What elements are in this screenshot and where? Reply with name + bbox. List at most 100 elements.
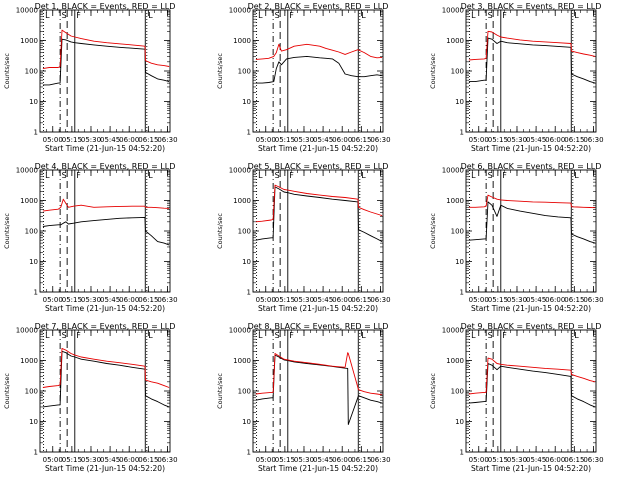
marker-label: S xyxy=(488,331,493,340)
marker-label: L xyxy=(361,11,366,20)
marker-label: L xyxy=(471,171,476,180)
x-tick-label: 06:00 xyxy=(332,136,352,144)
y-tick-label: 1 xyxy=(247,129,251,137)
x-tick-label: 06:30 xyxy=(157,296,177,304)
marker-label: L xyxy=(45,11,50,20)
y-tick-label: 100 xyxy=(25,228,38,236)
series-lld-line xyxy=(255,184,383,223)
y-tick-label: 10 xyxy=(29,258,38,266)
marker-label: S xyxy=(275,331,280,340)
panel-title: Det 1, BLACK = Events, RED = LLD xyxy=(35,2,176,11)
series-events-line xyxy=(42,38,170,86)
series-events-line xyxy=(468,363,596,408)
panel-title: Det 2, BLACK = Events, RED = LLD xyxy=(248,2,389,11)
x-axis-label: Start Time (21-Jun-15 04:52:20) xyxy=(258,304,378,313)
marker-label: F xyxy=(76,11,81,20)
x-tick-label: 05:30 xyxy=(294,136,314,144)
x-tick-label: 05:45 xyxy=(100,136,120,144)
x-tick-label: 05:00 xyxy=(469,456,489,464)
y-axis-label: Counts/sec xyxy=(429,213,437,249)
y-tick-label: 1000 xyxy=(446,357,464,365)
marker-label: F xyxy=(289,171,294,180)
marker-label: L xyxy=(45,171,50,180)
panel-title: Det 4, BLACK = Events, RED = LLD xyxy=(35,162,176,171)
x-tick-label: 05:00 xyxy=(256,136,276,144)
marker-label: F xyxy=(76,171,81,180)
marker-label: L xyxy=(148,331,153,340)
marker-label: L xyxy=(258,331,263,340)
series-lld-line xyxy=(468,357,596,395)
panel-det-1: 1 10 100 1000 10000 05:0005:1505:3005:4506:00… xyxy=(3,2,178,153)
marker-label: L xyxy=(361,171,366,180)
y-axis-label: Counts/sec xyxy=(429,53,437,89)
panel-det-3: 1 10 100 1000 10000 05:0005:1505:3005:4506:00… xyxy=(429,2,604,153)
x-tick-label: 05:00 xyxy=(469,136,489,144)
marker-label: S xyxy=(488,171,493,180)
y-tick-label: 1 xyxy=(460,289,464,297)
marker-label: S xyxy=(275,171,280,180)
y-axis-label: Counts/sec xyxy=(216,213,224,249)
y-tick-label: 1000 xyxy=(233,37,251,45)
x-axis-label: Start Time (21-Jun-15 04:52:20) xyxy=(45,464,165,473)
y-axis-label: Counts/sec xyxy=(3,53,11,89)
plot-frame xyxy=(252,9,384,133)
y-tick-label: 1000 xyxy=(446,197,464,205)
series-events-line xyxy=(42,350,170,408)
x-tick-label: 05:30 xyxy=(81,456,101,464)
y-axis-label: Counts/sec xyxy=(216,53,224,89)
series-lld-line xyxy=(468,30,596,61)
y-tick-label: 100 xyxy=(451,388,464,396)
marker-label: L xyxy=(148,171,153,180)
y-tick-label: 1 xyxy=(34,449,38,457)
x-tick-label: 06:00 xyxy=(119,136,139,144)
plot-frame xyxy=(465,329,597,453)
series-lld-line xyxy=(42,347,170,388)
plot-frame xyxy=(252,329,384,453)
x-tick-label: 05:00 xyxy=(43,456,63,464)
x-tick-label: 06:30 xyxy=(370,456,390,464)
y-axis-label: Counts/sec xyxy=(3,213,11,249)
x-tick-label: 05:30 xyxy=(294,296,314,304)
y-tick-label: 10000 xyxy=(229,167,251,175)
marker-label: S xyxy=(488,11,493,20)
y-tick-label: 10000 xyxy=(442,167,464,175)
marker-label: S xyxy=(275,11,280,20)
panel-title: Det 7, BLACK = Events, RED = LLD xyxy=(35,322,176,331)
y-tick-label: 10 xyxy=(455,258,464,266)
x-tick-label: 06:30 xyxy=(583,296,603,304)
x-tick-label: 05:15 xyxy=(62,136,82,144)
x-tick-label: 05:15 xyxy=(62,456,82,464)
y-tick-label: 1000 xyxy=(233,357,251,365)
series-lld-line xyxy=(42,198,170,212)
x-axis-label: Start Time (21-Jun-15 04:52:20) xyxy=(471,144,591,153)
y-tick-label: 100 xyxy=(238,68,251,76)
marker-label: F xyxy=(502,331,507,340)
x-tick-label: 06:30 xyxy=(583,136,603,144)
panel-title: Det 5, BLACK = Events, RED = LLD xyxy=(248,162,389,171)
y-tick-label: 10000 xyxy=(16,7,38,15)
x-tick-label: 05:30 xyxy=(507,296,527,304)
marker-label: F xyxy=(289,11,294,20)
marker-label: S xyxy=(62,11,67,20)
x-tick-label: 05:45 xyxy=(526,296,546,304)
x-axis-label: Start Time (21-Jun-15 04:52:20) xyxy=(45,144,165,153)
plot-frame xyxy=(465,169,597,293)
y-tick-label: 10 xyxy=(242,98,251,106)
panel-title: Det 3, BLACK = Events, RED = LLD xyxy=(461,2,602,11)
x-tick-label: 06:30 xyxy=(370,136,390,144)
y-tick-label: 10000 xyxy=(229,7,251,15)
y-tick-label: 1000 xyxy=(446,37,464,45)
series-lld-line xyxy=(468,194,596,209)
y-tick-label: 100 xyxy=(451,228,464,236)
series-events-line xyxy=(255,55,383,84)
x-tick-label: 05:45 xyxy=(313,136,333,144)
x-axis-label: Start Time (21-Jun-15 04:52:20) xyxy=(471,464,591,473)
panel-det-4: 1 10 100 1000 10000 05:0005:1505:3005:4506:00… xyxy=(3,162,178,313)
x-tick-label: 06:15 xyxy=(138,136,158,144)
x-tick-label: 06:15 xyxy=(138,296,158,304)
y-tick-label: 1000 xyxy=(20,197,38,205)
x-tick-label: 05:15 xyxy=(62,296,82,304)
y-axis-label: Counts/sec xyxy=(216,373,224,409)
x-tick-label: 06:00 xyxy=(119,456,139,464)
marker-label: F xyxy=(502,171,507,180)
